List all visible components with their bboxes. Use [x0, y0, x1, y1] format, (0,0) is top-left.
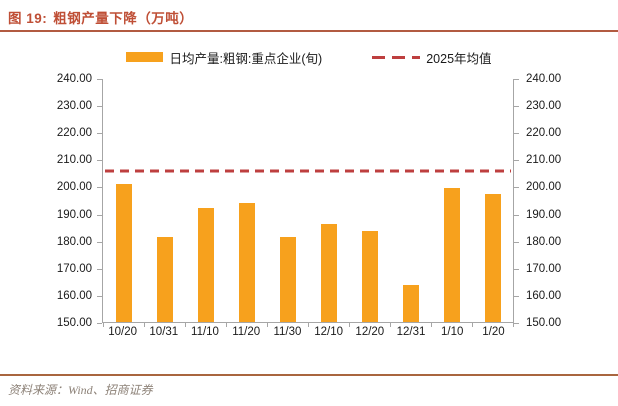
title-divider	[0, 30, 618, 32]
y-axis-tick-mark	[97, 214, 102, 216]
y-axis-right-tick-label: 160.00	[526, 289, 562, 302]
x-axis-label: 1/20	[482, 326, 505, 338]
bar-11-20	[238, 203, 255, 322]
y-axis-tick-mark	[514, 187, 519, 189]
y-axis-right-tick-label: 220.00	[526, 127, 562, 140]
y-axis-left-tick-label: 240.00	[56, 73, 92, 85]
x-axis-tick-mark	[103, 323, 104, 327]
y-axis-tick-mark	[514, 106, 519, 108]
y-axis-right-tick-label: 190.00	[526, 208, 562, 221]
y-axis-left-tick-label: 160.00	[56, 289, 92, 302]
x-axis-label: 12/10	[314, 326, 343, 338]
bar-series-label: 日均产量:粗钢:重点企业(旬)	[169, 51, 323, 66]
y-axis-tick-mark	[514, 133, 519, 135]
bar-12-31	[402, 285, 419, 322]
bar-11-10	[197, 207, 214, 322]
figure-title-text: 粗钢产量下降（万吨）	[53, 11, 194, 26]
bar-10-31	[156, 236, 173, 322]
footer-divider	[0, 374, 618, 376]
y-axis-tick-mark	[97, 241, 102, 243]
figure-label: 图 19:	[8, 11, 48, 26]
y-axis-tick-mark	[514, 160, 519, 162]
source-note: 资料来源：Wind、招商证券	[8, 383, 153, 397]
y-axis-tick-mark	[97, 187, 102, 189]
x-axis-tick-mark	[431, 323, 432, 327]
legend-item-bar-series: 日均产量:粗钢:重点企业(旬)	[126, 48, 322, 67]
y-axis-right: 240.00 230.00 220.00 210.00 200.00 190.00 180.…	[514, 73, 576, 329]
bar-10-20	[115, 183, 132, 322]
x-axis-tick-mark	[513, 323, 514, 327]
bar-1-20	[484, 194, 501, 322]
y-axis-right-tick-label: 170.00	[526, 262, 562, 275]
x-axis-label: 11/30	[273, 326, 302, 338]
x-axis-label-cells: 10/20 10/31 11/10 11/20 11/30 12/10 12/20 12/31…	[102, 326, 514, 338]
y-axis-tick-mark	[97, 268, 102, 270]
mean-value-dashed-line	[105, 169, 511, 173]
y-axis-left-tick-label: 220.00	[56, 127, 92, 140]
x-axis-label: 1/10	[441, 326, 464, 338]
x-axis-label: 12/31	[396, 326, 426, 338]
bar-12-20	[361, 230, 378, 322]
y-axis-right-tick-label: 200.00	[526, 181, 562, 194]
bar-series-swatch-icon	[126, 52, 164, 62]
y-axis-tick-mark	[97, 295, 102, 297]
legend-item-mean-line: 2025年均值	[372, 48, 492, 67]
y-axis-right-tick-label: 240.00	[526, 73, 562, 85]
x-axis-tick-mark	[185, 323, 186, 327]
x-axis-tick-mark	[472, 323, 473, 327]
x-axis-tick-mark	[390, 323, 391, 327]
dashed-line-swatch-icon	[372, 55, 421, 59]
y-axis-left-tick-label: 150.00	[56, 317, 92, 329]
plot-area	[102, 79, 514, 327]
bar-1-10	[443, 187, 460, 322]
y-axis-left-tick-label: 190.00	[56, 208, 92, 221]
x-axis-tick-mark	[349, 323, 350, 327]
y-axis-right-tick-label: 150.00	[526, 317, 562, 329]
x-axis-label: 11/10	[191, 326, 219, 338]
y-axis-tick-mark	[514, 241, 519, 243]
y-axis-tick-mark	[514, 295, 519, 297]
x-axis-label: 11/20	[232, 326, 261, 338]
y-axis-right-tick-label: 210.00	[526, 154, 562, 167]
y-axis-tick-mark	[514, 323, 519, 324]
y-axis-left-tick-label: 170.00	[56, 262, 92, 275]
figure-title: 图 19: 粗钢产量下降（万吨）	[0, 0, 618, 30]
y-axis-tick-mark	[97, 133, 102, 135]
y-axis-left-tick-label: 200.00	[56, 181, 92, 194]
x-axis-label: 10/20	[108, 326, 137, 338]
bar-12-10	[320, 224, 337, 322]
x-axis-labels: 10/20 10/31 11/10 11/20 11/30 12/10 12/20 12/31…	[2, 323, 616, 338]
y-axis-tick-mark	[97, 79, 102, 80]
chart-legend: 日均产量:粗钢:重点企业(旬) 2025年均值	[0, 48, 618, 66]
x-axis-tick-mark	[144, 323, 145, 327]
y-axis-tick-mark	[97, 160, 102, 162]
y-axis-right-tick-label: 180.00	[526, 235, 562, 248]
mean-line-label: 2025年均值	[426, 51, 492, 66]
y-axis-left-tick-label: 210.00	[56, 154, 92, 167]
bar-11-30	[279, 236, 296, 322]
x-axis-tick-mark	[226, 323, 227, 327]
y-axis-tick-mark	[514, 268, 519, 270]
y-axis-tick-mark	[97, 323, 102, 324]
y-axis-tick-mark	[97, 106, 102, 108]
x-axis-tick-mark	[267, 323, 268, 327]
y-axis-right-tick-label: 230.00	[526, 100, 562, 113]
x-axis-label: 12/20	[355, 326, 385, 338]
y-axis-left: 240.00 230.00 220.00 210.00 200.00 190.00 180.…	[40, 73, 102, 329]
chart: 240.00 230.00 220.00 210.00 200.00 190.00 180.…	[0, 73, 618, 338]
y-axis-tick-mark	[514, 79, 519, 80]
y-axis-tick-mark	[514, 214, 519, 216]
x-axis-label: 10/31	[149, 326, 179, 338]
x-axis-tick-mark	[308, 323, 309, 327]
y-axis-left-tick-label: 230.00	[56, 100, 92, 113]
y-axis-left-tick-label: 180.00	[56, 235, 92, 248]
